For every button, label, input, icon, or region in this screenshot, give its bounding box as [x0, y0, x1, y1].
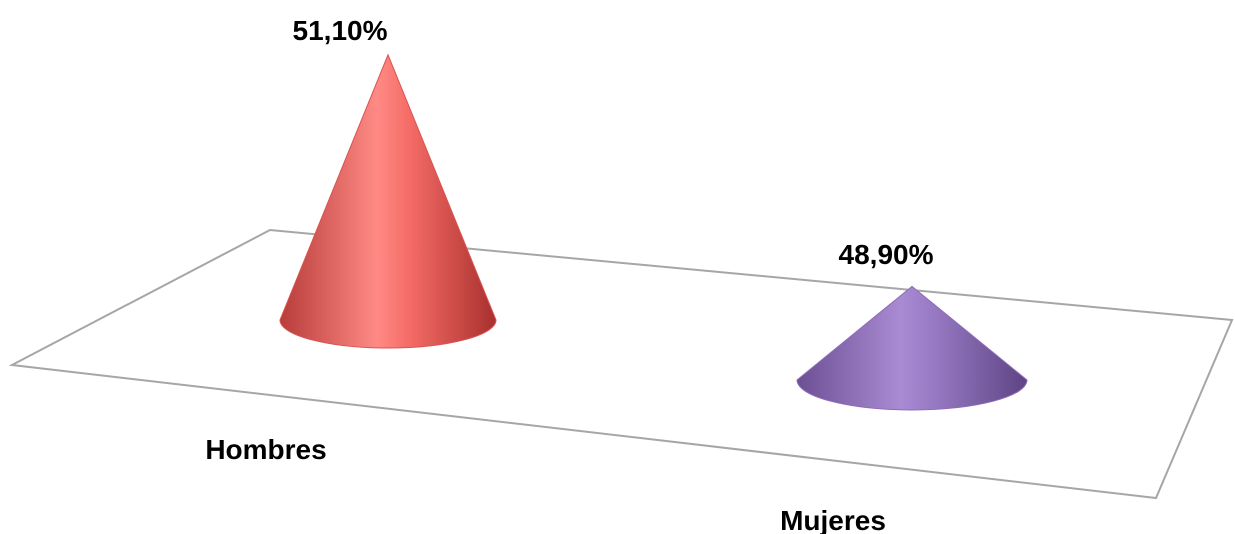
cone-body-mujeres [796, 285, 1028, 411]
cone-hombres [279, 53, 497, 349]
category-label-mujeres: Mujeres [780, 505, 886, 534]
data-label-hombres: 51,10% [293, 15, 388, 46]
data-label-mujeres: 48,90% [839, 239, 934, 270]
cone-mujeres [796, 285, 1028, 411]
category-label-hombres: Hombres [205, 434, 326, 465]
cone-body-hombres [279, 53, 497, 349]
chart-floor [8, 228, 1234, 500]
